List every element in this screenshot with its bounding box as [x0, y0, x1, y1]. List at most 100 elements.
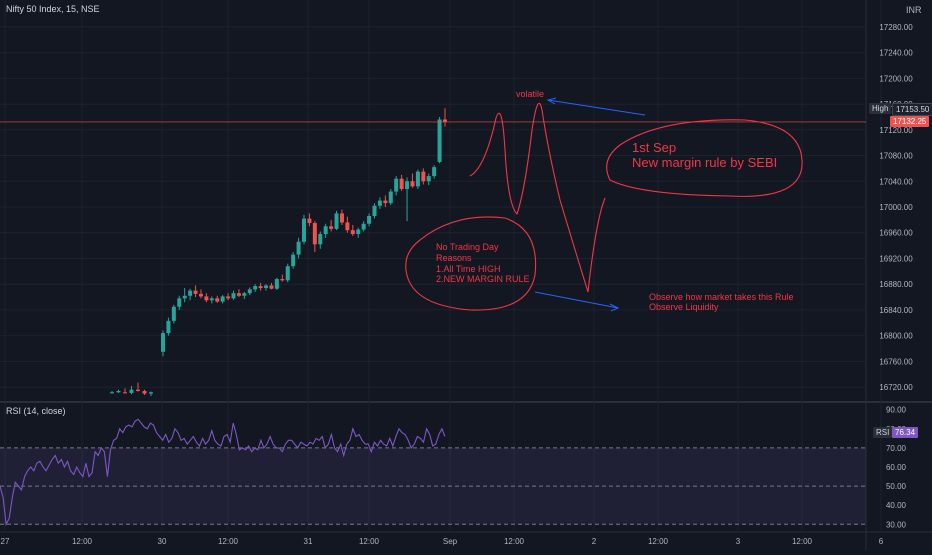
volatile-arrowhead [546, 97, 557, 105]
candle-body [388, 191, 393, 204]
projection-scribble [469, 102, 606, 293]
candle-body [312, 223, 317, 245]
price-tick-label: 16880.00 [879, 280, 913, 289]
currency-label: INR [906, 5, 922, 15]
rsi-tick-label: 50.00 [886, 482, 907, 491]
note-volatile: volatile [516, 89, 545, 99]
candle-body [432, 167, 437, 177]
note-sebi-date: 1st Sep [632, 140, 677, 155]
note-observe-1: Observe how market takes this Rule [649, 292, 794, 302]
price-tick-label: 17040.00 [879, 177, 913, 186]
candle-body [220, 296, 225, 302]
note-reasons-1: No Trading Day [436, 242, 499, 252]
price-tick-label: 17120.00 [879, 126, 913, 135]
rsi-tick-label: 90.00 [886, 406, 907, 415]
candle-body [226, 296, 231, 299]
candle-body [166, 320, 171, 334]
rsi-tick-label: 30.00 [886, 520, 907, 529]
price-tick-label: 17240.00 [879, 49, 913, 58]
price-tick-label: 16720.00 [879, 383, 913, 392]
candle-body [329, 226, 334, 229]
time-tick-label: 12:00 [504, 537, 525, 546]
candle-body [204, 296, 209, 301]
candle-body [280, 279, 285, 281]
price-tick-label: 17000.00 [879, 203, 913, 212]
candle-body [264, 285, 269, 289]
candle-body [149, 392, 153, 394]
candle-body [177, 298, 182, 307]
candle-body [171, 306, 176, 321]
candle-body [356, 229, 361, 235]
time-tick-label: 12:00 [648, 537, 669, 546]
rsi-title[interactable]: RSI (14, close) [6, 406, 66, 416]
candle-body [296, 241, 301, 255]
time-tick-label: 2 [592, 537, 597, 546]
candle-body [274, 279, 279, 289]
candle-body [377, 200, 382, 206]
candle-body [383, 200, 388, 204]
time-tick-label: 27 [1, 537, 10, 546]
observe-arrow [534, 291, 619, 309]
price-tick-label: 16840.00 [879, 306, 913, 315]
candle-body [399, 178, 404, 189]
candle-body [198, 293, 203, 297]
time-tick-label: 31 [304, 537, 313, 546]
price-tick-label: 16760.00 [879, 357, 913, 366]
hand-drawings [405, 97, 803, 312]
price-tick-label: 17080.00 [879, 152, 913, 161]
candle-body [182, 295, 187, 299]
time-tick-label: Sep [443, 537, 458, 546]
note-observe-2: Observe Liquidity [649, 302, 719, 312]
high-value-tag: 17153.50 [892, 103, 932, 116]
candle-body [129, 389, 134, 393]
observe-arrowhead [609, 303, 620, 312]
rsi-value-tag: 76.34 [892, 427, 919, 438]
candle-body [415, 171, 420, 187]
reasons-circle [405, 216, 537, 311]
note-sebi-rule: New margin rule by SEBI [632, 155, 778, 170]
candle-body [188, 290, 193, 296]
price-tick-label: 16960.00 [879, 229, 913, 238]
price-tick-label: 17200.00 [879, 74, 913, 83]
candle-body [136, 389, 140, 391]
time-tick-label: 3 [736, 537, 741, 546]
note-reasons-3: 1.All Time HIGH [436, 264, 501, 274]
candle-body [291, 254, 296, 267]
time-tick-label: 6 [879, 537, 884, 546]
candle-body [307, 218, 312, 224]
sebi-circle [606, 119, 803, 197]
candle-body [161, 333, 165, 352]
candle-body [116, 390, 121, 393]
rsi-label-tag: RSI [873, 427, 893, 438]
rsi-series-line [0, 418, 446, 527]
candle-body [209, 298, 214, 301]
time-tick-label: 30 [158, 537, 167, 546]
candle-body [367, 216, 372, 224]
candle-body [394, 178, 399, 192]
candle-body [110, 392, 114, 394]
last-price-tag: 17132.25 [890, 116, 930, 127]
candle-body [247, 289, 252, 294]
candle-body [443, 119, 447, 122]
candle-body [426, 176, 431, 182]
candle-body [285, 266, 290, 281]
time-tick-label: 12:00 [792, 537, 813, 546]
candle-body [269, 285, 274, 289]
note-reasons-2: Reasons [436, 253, 472, 263]
candle-body [405, 181, 410, 189]
symbol-title[interactable]: Nifty 50 Index, 15, NSE [6, 4, 100, 14]
candle-body [215, 298, 220, 302]
candle-body [242, 293, 247, 296]
rsi-tick-label: 60.00 [886, 463, 907, 472]
candle-body [318, 234, 323, 245]
candle-body [410, 181, 415, 187]
candle-body [339, 213, 344, 223]
candle-body [123, 392, 127, 394]
candle-body [253, 286, 258, 290]
candle-body [361, 223, 366, 230]
candle-body [345, 222, 350, 231]
candle-body [372, 205, 377, 217]
time-tick-label: 12:00 [218, 537, 239, 546]
